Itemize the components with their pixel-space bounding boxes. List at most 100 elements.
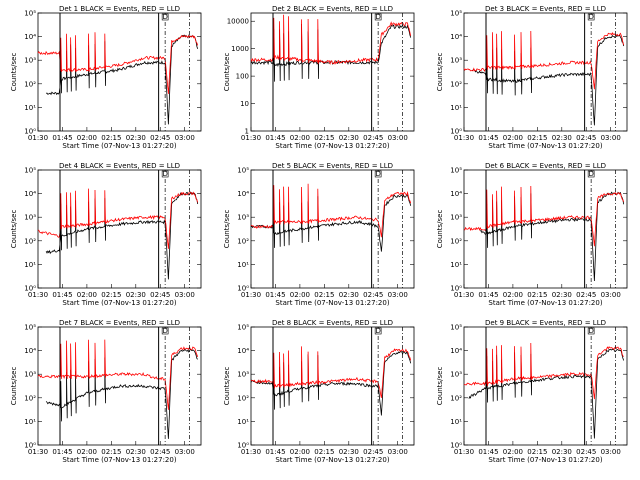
marker-label: D xyxy=(588,327,593,335)
y-tick-label: 10⁵ xyxy=(24,167,36,175)
y-tick-label: 10¹ xyxy=(450,261,462,269)
x-tick-label: 02:45 xyxy=(150,134,170,142)
y-tick-label: 10² xyxy=(24,80,36,88)
y-tick-label: 10¹ xyxy=(24,261,36,269)
y-tick-label: 10³ xyxy=(450,371,462,379)
y-tick-label: 10⁴ xyxy=(237,190,249,198)
detector-panel-7: Det 7 BLACK = Events, RED = LLD 10⁰ 10¹ 10²… xyxy=(10,319,202,464)
y-axis-label: Counts/sec xyxy=(436,367,444,406)
x-tick-label: 01:30 xyxy=(454,448,474,456)
x-tick-label: 02:00 xyxy=(503,448,523,456)
y-tick-label: 10² xyxy=(24,394,36,402)
y-tick-label: 10⁴ xyxy=(24,190,36,198)
y-tick-label: 10⁵ xyxy=(237,167,249,175)
plot-frame xyxy=(463,326,628,446)
series-line-events xyxy=(250,23,412,82)
x-tick-label: 01:30 xyxy=(28,291,48,299)
x-tick-label: 01:45 xyxy=(478,291,498,299)
x-tick-label: 03:00 xyxy=(175,134,195,142)
series-line-events xyxy=(45,191,199,280)
y-axis-label: Counts/sec xyxy=(223,53,231,92)
x-tick-label: 02:45 xyxy=(363,448,383,456)
marker-box xyxy=(587,170,595,178)
x-axis-label: Start Time (07-Nov-13 01:27:20) xyxy=(275,299,389,307)
series-line-events xyxy=(479,191,625,282)
x-tick-label: 02:00 xyxy=(503,134,523,142)
y-tick-label: 10⁰ xyxy=(24,285,36,293)
series-line-lld xyxy=(463,342,624,400)
series-line-events xyxy=(46,34,199,125)
y-tick-label: 1000 xyxy=(231,45,249,53)
x-tick-label: 03:00 xyxy=(175,291,195,299)
y-tick-label: 10⁵ xyxy=(450,10,462,18)
x-axis-label: Start Time (07-Nov-13 01:27:20) xyxy=(62,299,176,307)
x-tick-label: 03:00 xyxy=(175,448,195,456)
series-line-events xyxy=(250,193,412,252)
x-axis-label: Start Time (07-Nov-13 01:27:20) xyxy=(62,456,176,464)
x-axis-label: Start Time (07-Nov-13 01:27:20) xyxy=(62,142,176,150)
y-tick-label: 10² xyxy=(24,237,36,245)
detector-panel-2: Det 2 BLACK = Events, RED = LLD 1 10 100 100… xyxy=(223,5,415,150)
y-tick-label: 10⁴ xyxy=(450,33,462,41)
marker-label: D xyxy=(162,13,167,21)
panel-title: Det 6 BLACK = Events, RED = LLD xyxy=(485,162,606,170)
y-tick-label: 10² xyxy=(450,80,462,88)
x-tick-label: 01:45 xyxy=(52,448,72,456)
x-axis-label: Start Time (07-Nov-13 01:27:20) xyxy=(275,456,389,464)
y-tick-label: 1 xyxy=(245,128,249,136)
x-tick-label: 01:30 xyxy=(454,291,474,299)
detector-panel-9: Det 9 BLACK = Events, RED = LLD 10⁰ 10¹ 10²… xyxy=(436,319,628,464)
x-tick-label: 02:45 xyxy=(576,448,596,456)
x-tick-label: 02:30 xyxy=(339,291,359,299)
x-axis-label: Start Time (07-Nov-13 01:27:20) xyxy=(488,299,602,307)
x-tick-label: 01:30 xyxy=(241,291,261,299)
x-tick-label: 02:30 xyxy=(552,291,572,299)
marker-label: D xyxy=(375,170,380,178)
series-line-lld xyxy=(250,183,412,238)
y-axis-label: Counts/sec xyxy=(10,53,18,92)
y-tick-label: 10² xyxy=(450,237,462,245)
y-tick-label: 10¹ xyxy=(24,418,36,426)
x-tick-label: 01:45 xyxy=(478,448,498,456)
x-tick-label: 02:30 xyxy=(126,291,146,299)
x-tick-label: 02:15 xyxy=(314,448,334,456)
marker-box xyxy=(587,13,595,21)
series-line-events xyxy=(45,348,198,439)
panel-title: Det 2 BLACK = Events, RED = LLD xyxy=(272,5,393,13)
x-tick-label: 02:30 xyxy=(339,448,359,456)
marker-box xyxy=(374,170,382,178)
x-tick-label: 02:30 xyxy=(126,134,146,142)
x-tick-label: 01:30 xyxy=(28,134,48,142)
y-tick-label: 10¹ xyxy=(24,104,36,112)
y-tick-label: 10⁰ xyxy=(237,442,249,450)
y-tick-label: 10⁴ xyxy=(237,347,249,355)
x-tick-label: 02:30 xyxy=(126,448,146,456)
x-axis-label: Start Time (07-Nov-13 01:27:20) xyxy=(488,142,602,150)
marker-box xyxy=(161,170,169,178)
x-tick-label: 02:30 xyxy=(552,448,572,456)
x-tick-label: 02:45 xyxy=(363,134,383,142)
marker-label: D xyxy=(375,13,380,21)
x-tick-label: 02:00 xyxy=(290,448,310,456)
x-tick-label: 01:45 xyxy=(52,291,72,299)
plot-frame xyxy=(250,12,415,132)
x-tick-label: 01:30 xyxy=(454,134,474,142)
y-axis-label: Counts/sec xyxy=(436,210,444,249)
marker-label: D xyxy=(375,327,380,335)
panel-title: Det 1 BLACK = Events, RED = LLD xyxy=(59,5,180,13)
plot-frame xyxy=(250,326,415,446)
x-tick-label: 03:00 xyxy=(388,134,408,142)
y-tick-label: 10⁵ xyxy=(24,324,36,332)
series-line-lld xyxy=(37,188,199,249)
x-tick-label: 02:00 xyxy=(290,134,310,142)
series-line-lld xyxy=(250,346,412,398)
marker-label: D xyxy=(162,170,167,178)
y-tick-label: 10² xyxy=(237,394,249,402)
x-tick-label: 01:45 xyxy=(478,134,498,142)
panel-title: Det 5 BLACK = Events, RED = LLD xyxy=(272,162,393,170)
y-tick-label: 10⁵ xyxy=(237,324,249,332)
x-tick-label: 01:45 xyxy=(265,448,285,456)
y-tick-label: 10³ xyxy=(450,57,462,65)
y-tick-label: 10¹ xyxy=(450,104,462,112)
marker-box xyxy=(587,327,595,335)
